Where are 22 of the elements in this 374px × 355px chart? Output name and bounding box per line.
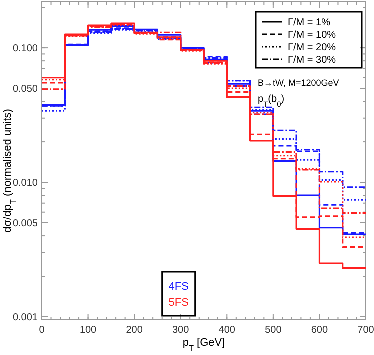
y-tick-label: 0.005 (12, 218, 38, 230)
y-tick-label: 0.050 (12, 84, 38, 96)
annotation: Γ/M = 1% (288, 18, 331, 28)
x-tick-label: 600 (311, 325, 328, 336)
x-tick-label: 100 (80, 325, 98, 336)
x-tick-label: 300 (172, 325, 190, 336)
annotation: Γ/M = 10% (288, 30, 336, 41)
x-axis-title: p$_{T}$ [GeV] (182, 337, 226, 352)
annotation: B→tW, M=1200GeV (258, 78, 340, 88)
y-tick-label: 0.100 (12, 44, 38, 55)
annotation: Γ/M = 30% (288, 55, 336, 66)
x-tick-label: 700 (358, 325, 374, 336)
y-tick-label: 0.010 (12, 178, 38, 190)
y-tick-label: 0.001 (12, 312, 38, 324)
annotation: 4FS (168, 281, 189, 293)
x-tick-label: 200 (126, 325, 144, 336)
annotation: Γ/M = 20% (288, 42, 336, 54)
annotation: p$_{T}$(b$_{0}$) (258, 94, 285, 108)
annotation: 5FS (168, 297, 189, 309)
x-tick-label: 500 (265, 325, 282, 336)
x-tick-label: 400 (218, 325, 236, 336)
x-tick-label: 0 (39, 325, 46, 336)
